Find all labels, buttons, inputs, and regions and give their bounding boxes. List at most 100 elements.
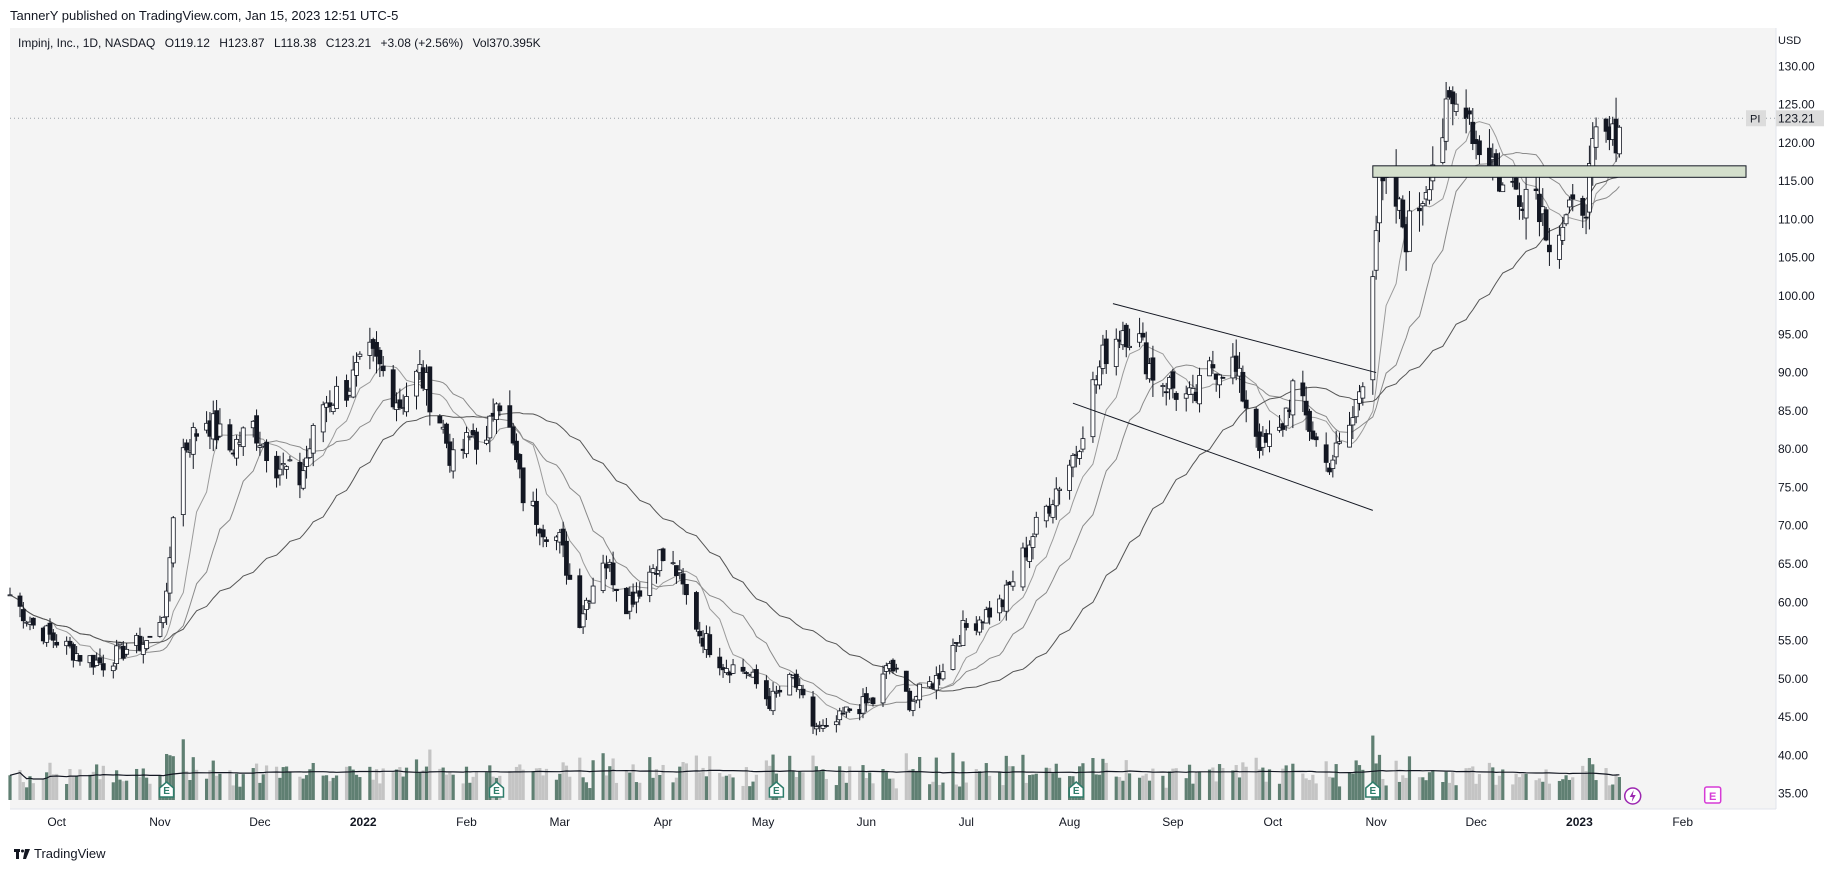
candle-body [1113,338,1119,367]
candle-body [497,405,503,412]
volume-bar [1121,780,1125,800]
candle-body [47,622,53,635]
volume-bar [1237,777,1242,800]
volume-bar [954,784,958,800]
volume-bar [801,772,805,800]
x-tick-label: 2022 [350,815,377,829]
volume-bar [204,778,209,800]
volume-bar [888,778,892,800]
volume-bar [1254,757,1258,800]
candle-body [723,668,729,674]
volume-bar [428,749,432,800]
candle-body [227,424,233,451]
candle-body [1477,140,1482,156]
candle-body [1523,188,1529,219]
candle-body [797,685,803,691]
volume-bar [1587,758,1592,800]
resistance-zone [1372,165,1747,178]
volume-bar [1291,763,1295,800]
x-tick-label: Oct [47,815,66,829]
volume-bar [911,769,915,800]
volume-bar [284,766,289,800]
volume-bar [71,776,75,800]
volume-bar [474,771,479,800]
candle-body [54,641,60,646]
candle-body [1313,436,1319,441]
volume-bar [1281,768,1285,800]
candle-body [730,664,736,674]
volume-bar [638,782,642,800]
candle-body [1427,189,1432,201]
candle-body [350,369,356,398]
volume-bar [398,767,402,800]
volume-bar [278,777,282,800]
volume-bar [228,770,232,800]
x-tick-label: Aug [1059,815,1080,829]
volume-bar [41,778,45,800]
volume-bar [511,771,515,800]
candle-body [1137,333,1142,343]
candle-body [770,690,776,712]
x-tick-label: Dec [249,815,270,829]
candle-body [70,644,76,661]
volume-bar [121,781,125,800]
candle-body [1370,276,1376,381]
candle-body [1077,451,1082,459]
volume-bar [254,763,259,800]
volume-bar [1144,773,1148,800]
candle-body [1353,399,1359,418]
candle-body [590,585,596,604]
volume-bar [424,766,429,800]
candle-body [567,574,573,580]
candle-body [1440,137,1446,163]
volume-bar [838,766,842,800]
volume-bar [508,770,512,800]
candle-body [234,438,239,459]
candle-body [374,341,379,357]
candle-body [444,423,449,444]
volume-bar [1214,781,1218,800]
candle-body [1333,442,1339,458]
volume-bar [1004,755,1008,800]
volume-bar [1234,765,1238,800]
candle-body [614,588,619,592]
volume-bar [1591,764,1595,800]
volume-bar [68,769,72,800]
x-tick-label: Apr [654,815,673,829]
volume-bar [51,774,55,800]
volume-bar [951,752,955,800]
volume-bar [794,777,798,800]
volume-bar [1561,779,1565,800]
volume-bar [488,765,492,800]
volume-bar [1081,763,1085,800]
volume-bar [1464,768,1468,800]
volume-bar [1164,787,1168,800]
candle-body [320,404,326,433]
earnings-label: E [773,786,780,797]
volume-bar [1267,769,1272,800]
volume-bar [1028,774,1032,800]
volume-bar [1191,783,1195,800]
candle-body [1567,199,1572,208]
volume-bar [165,753,169,800]
candle-body [1217,374,1222,386]
candle-body [1303,400,1309,416]
candle-body [604,564,609,569]
volume-bar [1501,769,1505,800]
candle-body [707,634,713,656]
y-tick-label: 45.00 [1778,710,1808,724]
candle-body [860,696,866,714]
volume-bar [188,779,192,800]
candle-body [907,690,913,711]
earnings-label: E [493,786,500,797]
candle-body [1557,234,1562,260]
chart-pane[interactable] [10,28,1776,809]
candle-body [7,594,13,597]
legend-symbol[interactable]: Impinj, Inc., 1D, NASDAQ [18,36,156,50]
footer: TradingView [14,846,106,861]
volume-bar [1454,785,1458,800]
ticker-tag-box [1746,110,1766,127]
candle-body [507,405,513,428]
volume-bar [718,773,722,800]
